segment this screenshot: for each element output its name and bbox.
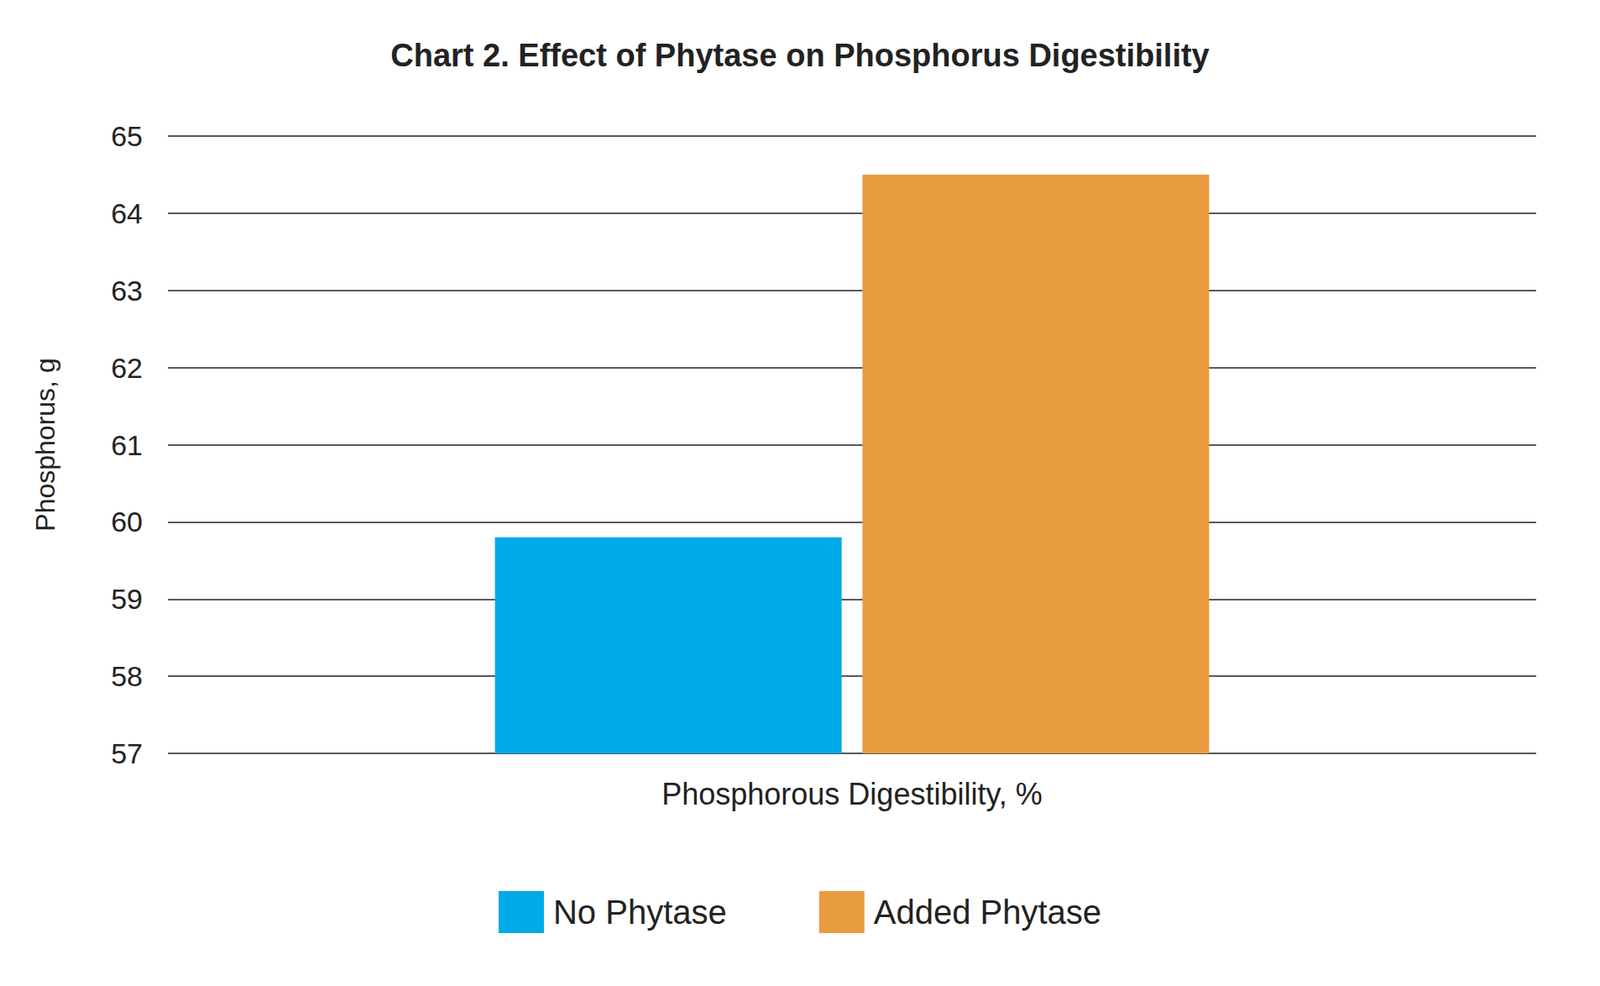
svg-text:Phosphorus, g: Phosphorus, g <box>30 357 61 531</box>
svg-text:57: 57 <box>110 737 143 769</box>
svg-text:60: 60 <box>110 505 143 538</box>
svg-text:65: 65 <box>110 120 143 152</box>
svg-text:No Phytase: No Phytase <box>553 893 727 931</box>
svg-text:62: 62 <box>110 351 143 384</box>
svg-text:Added Phytase: Added Phytase <box>873 893 1102 931</box>
svg-text:59: 59 <box>110 582 143 615</box>
svg-text:63: 63 <box>110 274 143 307</box>
svg-text:61: 61 <box>110 428 143 461</box>
svg-text:Phosphorous Digestibility, %: Phosphorous Digestibility, % <box>661 776 1043 811</box>
svg-text:58: 58 <box>110 659 143 692</box>
svg-text:64: 64 <box>110 197 143 230</box>
svg-text:Chart 2. Effect of Phytase on: Chart 2. Effect of Phytase on Phosphorus… <box>390 37 1209 74</box>
